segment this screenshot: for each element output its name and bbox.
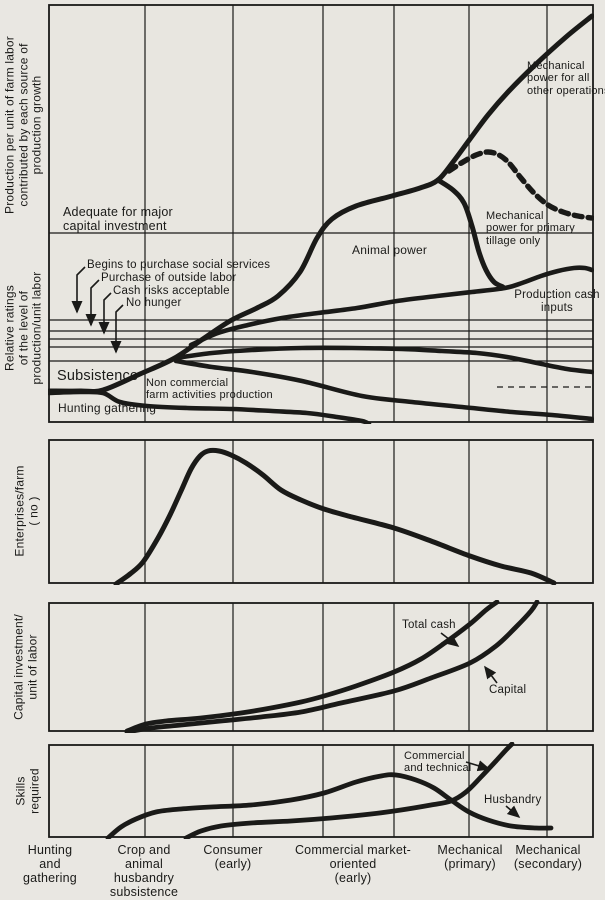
arrow-commercial-technical — [465, 760, 491, 772]
label-animal-power: Animal power — [352, 243, 428, 257]
label-commercial-and-technical: Commercial and technical — [404, 750, 472, 775]
arrow-no-hunger — [110, 304, 124, 354]
arrow-cash-risks — [98, 292, 112, 335]
label-cash-risks-acceptable: Cash risks acceptable — [113, 285, 230, 297]
label-non-commercial: Non commercial farm activities production — [146, 377, 273, 402]
label-capital: Capital — [489, 684, 527, 696]
total-production-curve — [48, 13, 594, 395]
label-total-cash: Total cash — [402, 619, 456, 631]
ylabel-skills-required: Skills required — [13, 768, 41, 814]
panel-capital-investment — [48, 602, 594, 732]
arrow-purchase-outside-labor — [85, 279, 100, 327]
capital-curve — [124, 600, 540, 733]
total-cash-curve — [124, 600, 500, 733]
label-adequate-capital-investment: Adequate for major capital investment — [63, 205, 173, 233]
enterprises-curve — [113, 447, 557, 585]
label-purchase-outside-labor: Purchase of outside labor — [101, 272, 237, 284]
husbandry-skills-curve — [105, 772, 554, 839]
arrow-total-cash — [440, 632, 460, 647]
label-begins-social-services: Begins to purchase social services — [87, 259, 271, 271]
label-subsistence: Subsistence — [57, 368, 139, 384]
panel-enterprises-per-farm — [48, 439, 594, 584]
production-cash-inputs-curve — [188, 265, 594, 348]
consumer-goods-purchased-curve — [173, 345, 594, 375]
mechanical-primary-tillage-curve — [446, 149, 594, 221]
hunting-gathering-curve — [48, 389, 372, 424]
label-hunting-gathering: Hunting gathering — [58, 401, 157, 415]
x-axis-category-2: Consumer (early) — [203, 843, 263, 871]
ylabel-relative-ratings: Relative ratings of the level of productio… — [2, 271, 44, 385]
x-axis-category-4: Mechanical (primary) — [437, 843, 503, 871]
panel-production-sources — [48, 4, 594, 423]
x-axis-category-0: Hunting and gathering — [23, 843, 77, 885]
label-mechanical-primary-tillage: Mechanical power for primary tillage only — [486, 210, 575, 247]
arrow-capital — [484, 665, 498, 684]
non-commercial-production-curve — [173, 358, 594, 422]
label-husbandry: Husbandry — [484, 794, 542, 806]
label-mechanical-all-operations: Mechanical power for all other operations — [527, 60, 605, 97]
label-no-hunger: No hunger — [126, 297, 182, 309]
panel-skills-required — [48, 744, 594, 838]
x-axis-category-3: Commercial market-oriented (early) — [294, 843, 412, 885]
x-axis-category-5: Mechanical (secondary) — [513, 843, 583, 871]
commercial-technical-skills-curve — [183, 742, 515, 839]
animal-power-decline-curve — [435, 177, 506, 290]
ylabel-enterprises-farm: Enterprises/farm( no ) — [12, 465, 40, 557]
arrow-husbandry — [505, 805, 521, 819]
label-production-cash-inputs: Production cash inputs — [514, 289, 600, 314]
x-axis-category-1: Crop and animal husbandry subsistence — [109, 843, 179, 899]
ylabel-production-per-unit: Production per unit of farm labor contrib… — [2, 35, 44, 215]
arrow-begins-social-services — [71, 266, 86, 314]
ylabel-capital-investment: Capital investment/unit of labor — [11, 614, 39, 720]
